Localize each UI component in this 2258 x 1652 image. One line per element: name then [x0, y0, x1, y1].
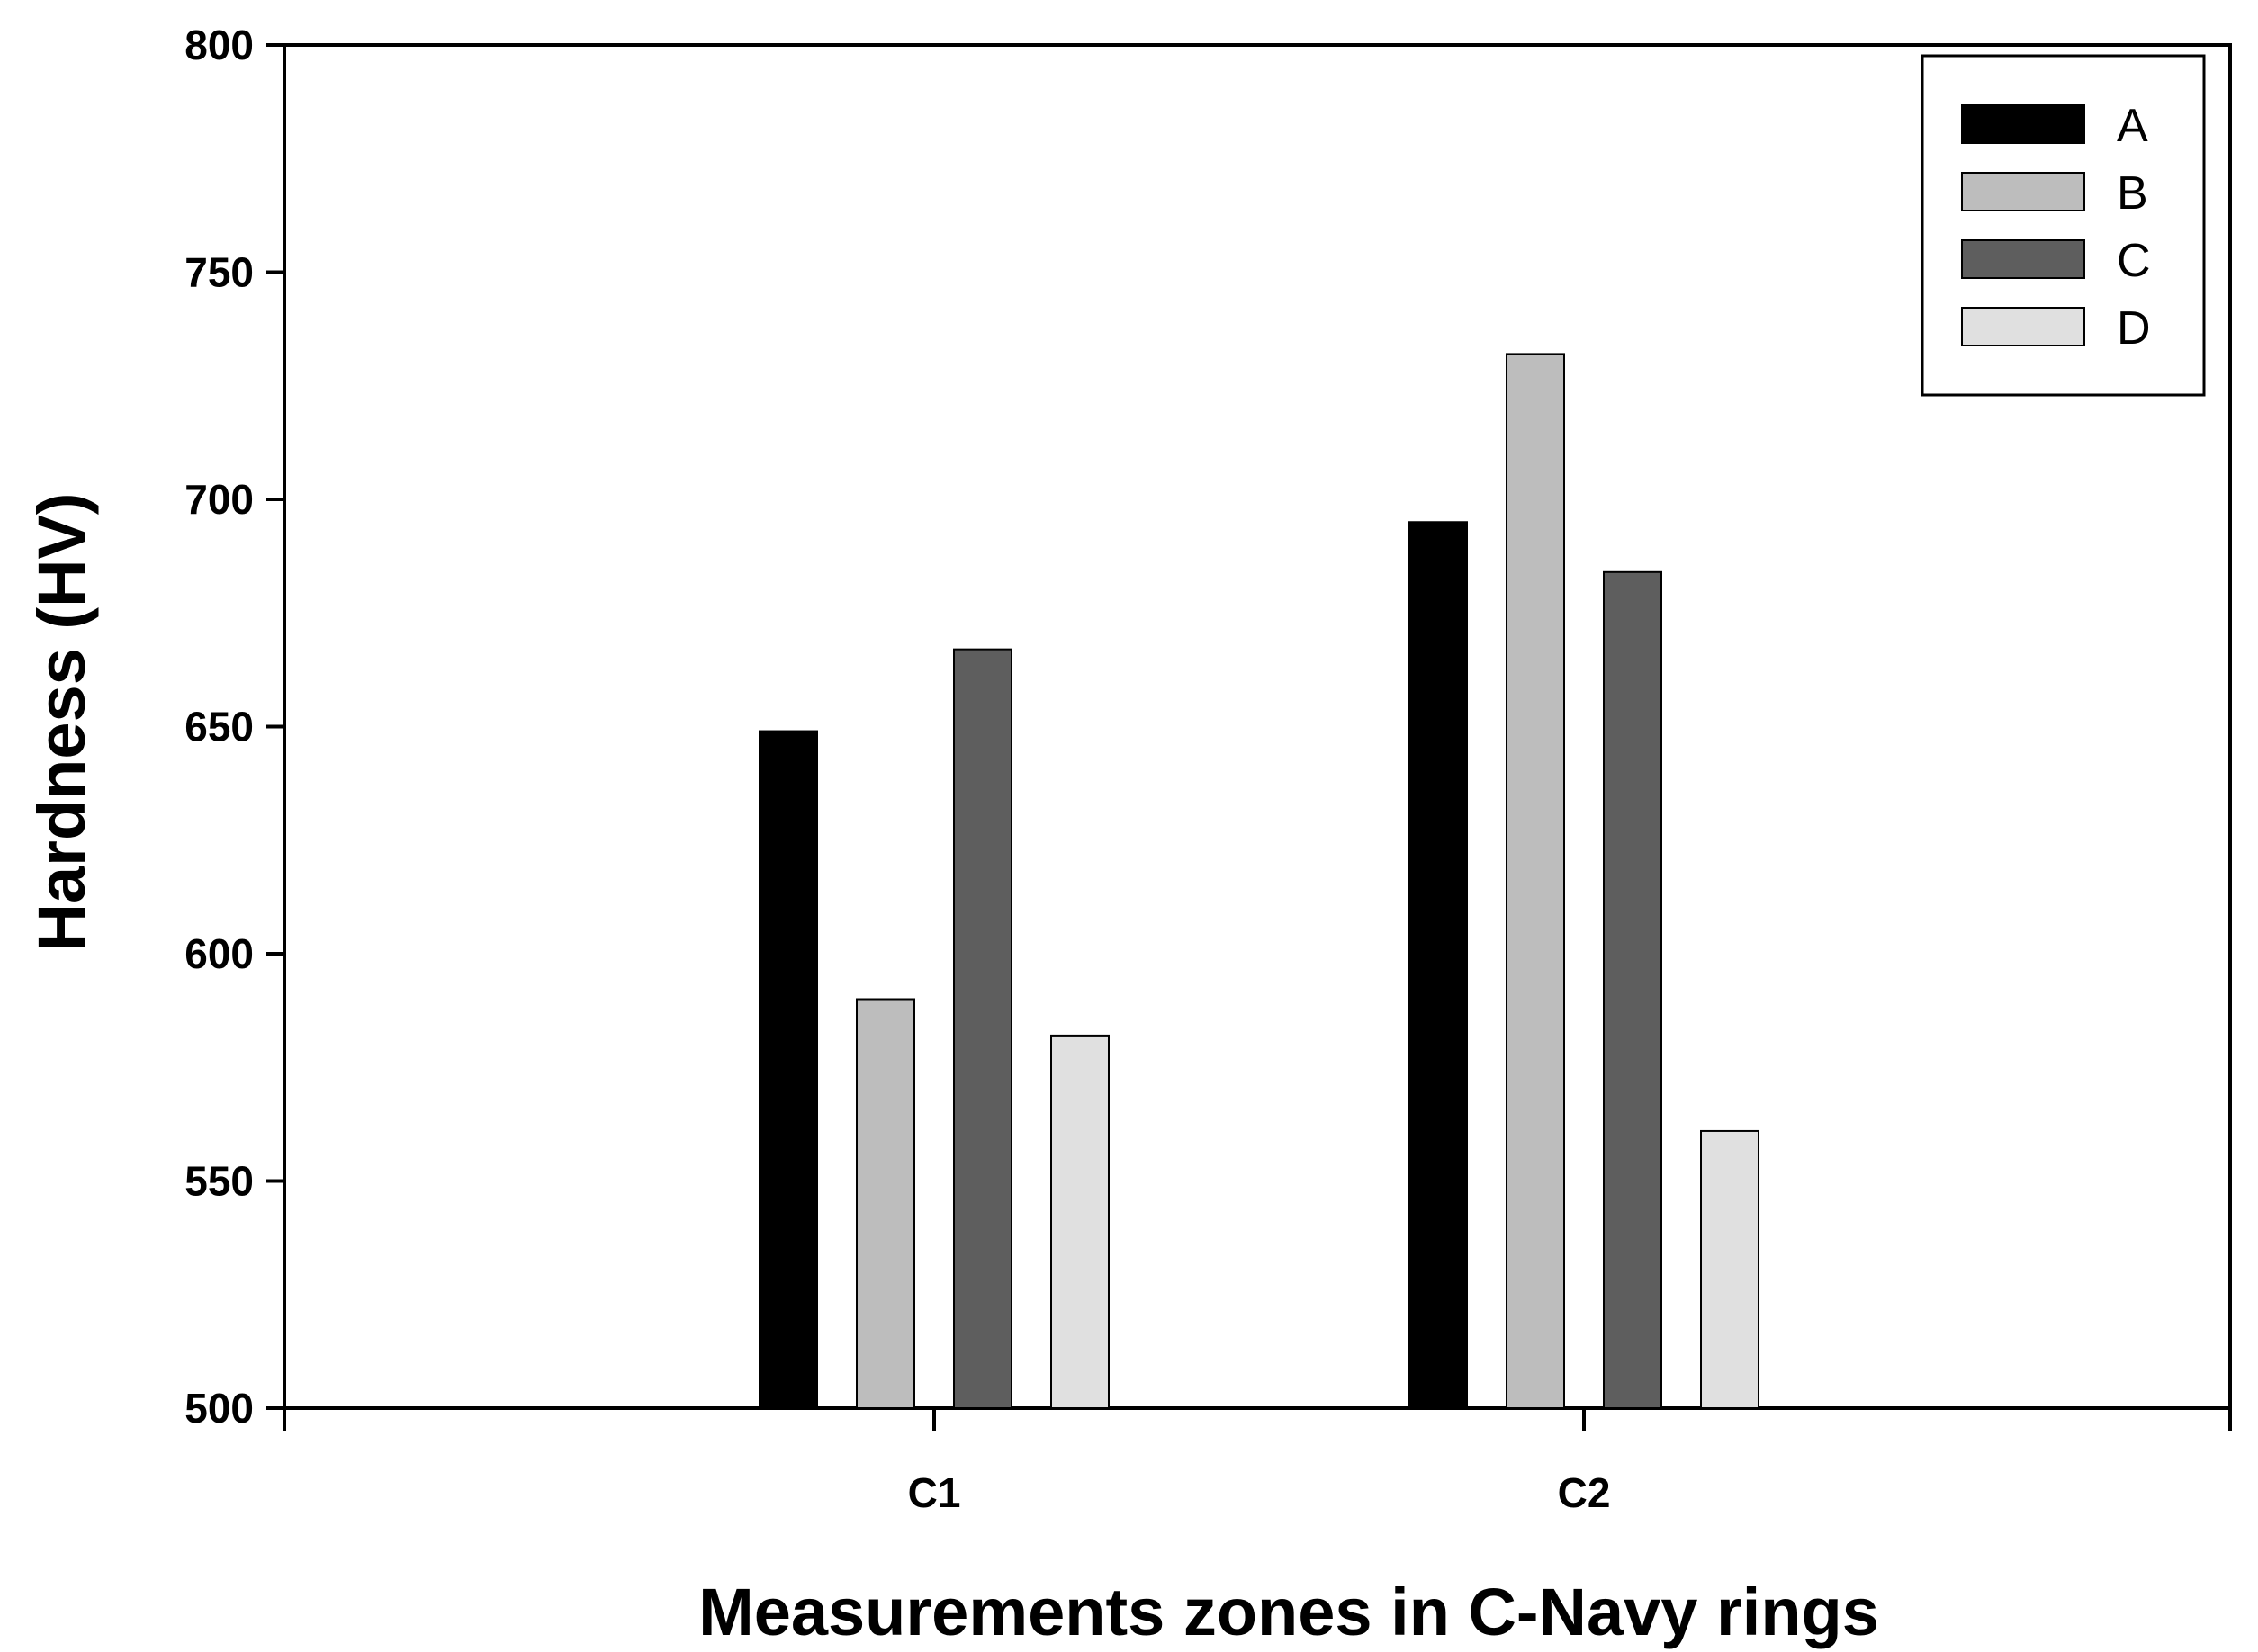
bar-B-C2 [1506, 353, 1565, 1409]
y-axis: 500 550 600 650 700 750 800 [184, 22, 284, 1432]
x-axis-title: Measurements zones in C-Navy rings [698, 1575, 1879, 1649]
bar-A-C1 [759, 730, 818, 1409]
y-tick-label: 550 [184, 1158, 254, 1205]
y-tick-label: 750 [184, 249, 254, 296]
y-tick-label: 700 [184, 476, 254, 523]
bar-A-C2 [1408, 521, 1468, 1409]
bar-C-C1 [953, 648, 1012, 1409]
bars [759, 353, 1759, 1410]
y-tick-label: 800 [184, 22, 254, 68]
legend-swatch-B [1961, 172, 2085, 211]
legend-label-A: A [2117, 100, 2148, 152]
x-tick-label: C2 [1558, 1469, 1611, 1516]
bar-C-C2 [1603, 570, 1662, 1409]
y-tick-label: 500 [184, 1385, 254, 1432]
legend-label-C: C [2117, 235, 2151, 287]
y-tick-label: 650 [184, 704, 254, 750]
legend-label-D: D [2117, 302, 2151, 355]
legend-swatch-D [1961, 307, 2085, 346]
bar-B-C1 [856, 998, 915, 1409]
legend-label-B: B [2117, 167, 2148, 220]
x-tick-label: C1 [908, 1469, 961, 1516]
bar-D-C2 [1700, 1129, 1759, 1409]
y-tick-label: 600 [184, 930, 254, 977]
y-axis-title: Hardness (HV) [24, 493, 99, 952]
x-axis: C1 C2 [283, 1408, 2232, 1516]
legend-swatch-A [1961, 104, 2085, 144]
bar-D-C1 [1050, 1034, 1110, 1410]
legend-swatch-C [1961, 239, 2085, 279]
